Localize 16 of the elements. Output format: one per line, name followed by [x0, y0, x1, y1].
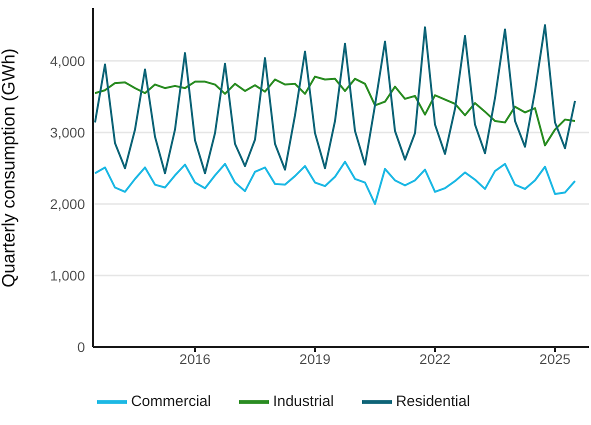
- y-tick-label: 2,000: [50, 196, 86, 212]
- y-tick-label: 1,000: [50, 267, 86, 284]
- x-tick-label: 2025: [539, 350, 571, 367]
- x-tick-label: 2016: [179, 350, 211, 367]
- y-axis-title: Quarterly consumption (GWh): [0, 48, 18, 288]
- y-tick-label: 0: [77, 338, 86, 355]
- y-tick-label: 3,000: [50, 124, 86, 140]
- x-tick-label: 2022: [419, 350, 451, 367]
- y-tick-label: 4,000: [50, 52, 86, 69]
- legend-label: Industrial: [272, 392, 334, 410]
- line-series: [94, 76, 576, 146]
- x-tick-label: 2019: [299, 350, 331, 367]
- line-series: [94, 24, 576, 174]
- legend-label: Residential: [396, 392, 470, 410]
- line-series: [94, 160, 576, 205]
- legend-label: Commercial: [130, 392, 211, 410]
